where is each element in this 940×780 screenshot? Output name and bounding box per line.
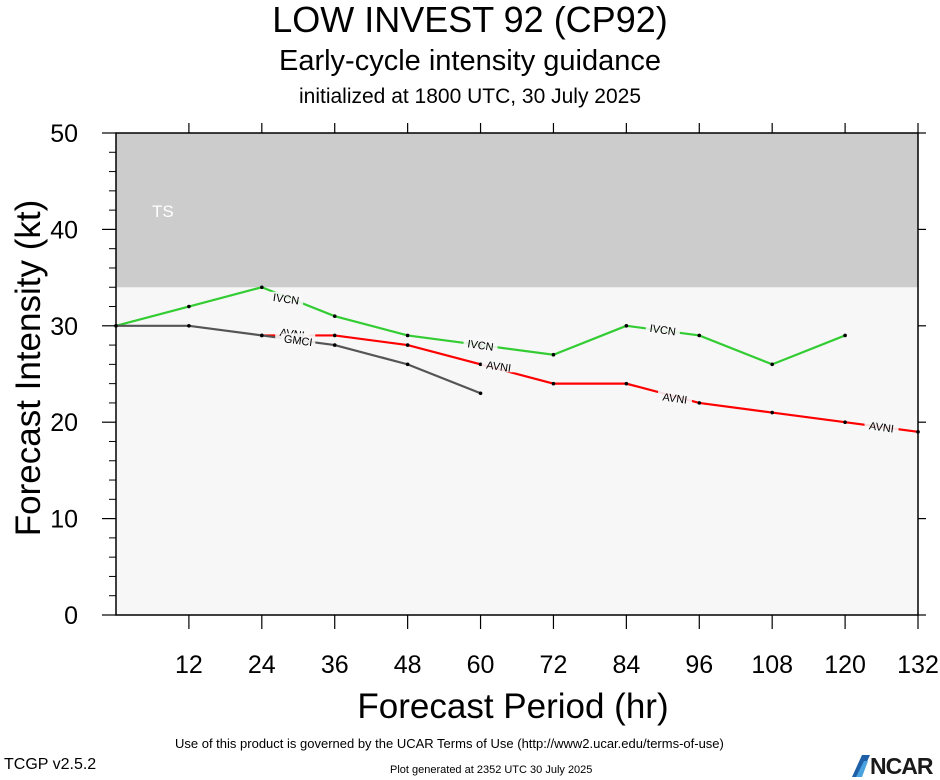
data-point [624, 324, 629, 328]
data-point [697, 401, 702, 405]
series-label: IVCN [272, 292, 300, 308]
y-tick-label: 10 [50, 506, 78, 534]
band-label: TS [152, 202, 174, 221]
x-tick-label: 132 [897, 651, 939, 679]
x-tick-label: 108 [751, 651, 793, 679]
data-point [478, 391, 483, 396]
x-tick-label: 60 [467, 651, 495, 679]
data-point [551, 352, 556, 357]
data-point [187, 304, 191, 309]
data-point [332, 314, 337, 318]
ncar-logo: NCAR [850, 750, 940, 780]
data-point [260, 285, 264, 290]
y-tick-label: 30 [50, 313, 78, 341]
data-point [187, 324, 191, 328]
data-point [405, 333, 410, 338]
data-point [697, 333, 702, 338]
series-label-bg [463, 338, 498, 352]
data-point [551, 381, 556, 386]
y-axis-label: Forecast Intensity (kt) [9, 200, 48, 536]
x-tick-label: 24 [248, 651, 276, 679]
y-tick-label: 40 [50, 216, 78, 244]
series-label-bg [481, 359, 516, 373]
x-tick-label: 84 [612, 651, 640, 679]
x-tick-label: 96 [685, 651, 713, 679]
series-label: IVCN [467, 338, 495, 354]
data-point [624, 381, 629, 386]
x-tick-label: 36 [321, 651, 349, 679]
intensity-band-0 [116, 133, 918, 288]
y-tick-label: 50 [50, 120, 78, 148]
series-label: AVNI [868, 420, 894, 435]
data-point [843, 420, 847, 425]
data-point [405, 343, 410, 347]
chart-subtitle: Early-cycle intensity guidance [278, 45, 661, 77]
chart-title: LOW INVEST 92 (CP92) [272, 0, 668, 40]
init-time-line: initialized at 1800 UTC, 30 July 2025 [298, 85, 642, 108]
terms-of-use-text: Use of this product is governed by the U… [175, 736, 724, 751]
series-label: GMCI [283, 333, 313, 349]
generated-time: Plot generated at 2352 UTC 30 July 2025 [390, 764, 593, 776]
intensity-chart: TSIVCNIVCNIVCNAVNIAVNIAVNIAVNIGMCI010203… [9, 120, 939, 726]
plot-frame [115, 132, 919, 616]
data-point [332, 333, 337, 338]
x-tick-label: 48 [394, 651, 422, 679]
x-tick-label: 12 [175, 651, 203, 679]
data-point [770, 410, 774, 415]
x-axis-label: Forecast Period (hr) [357, 687, 668, 726]
x-tick-label: 120 [824, 651, 866, 679]
data-point [260, 333, 264, 338]
series-line-avni [261, 334, 919, 433]
ncar-swoosh-icon [852, 755, 870, 777]
data-point [405, 362, 410, 367]
series-label-bg [657, 391, 692, 405]
y-tick-label: 20 [50, 409, 78, 437]
data-point [770, 362, 774, 367]
series-label-bg [864, 420, 899, 434]
series-label: AVNI [485, 360, 511, 375]
ncar-logo-text: NCAR [870, 753, 933, 779]
data-point [843, 333, 847, 338]
y-tick-label: 0 [64, 602, 78, 630]
series-label: AVNI [662, 391, 688, 406]
series-label-bg [281, 333, 316, 347]
series-label-bg [645, 322, 680, 336]
data-point [332, 343, 337, 347]
data-point [478, 362, 483, 367]
x-tick-label: 72 [540, 651, 568, 679]
series-label: IVCN [649, 323, 677, 339]
version-label: TCGP v2.5.2 [4, 756, 97, 773]
series-label-bg [269, 291, 304, 305]
